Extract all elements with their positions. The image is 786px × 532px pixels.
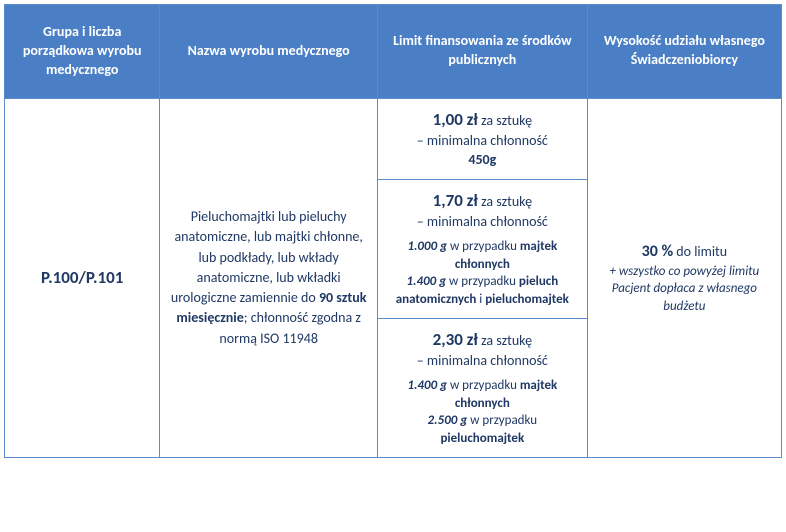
tier2-g2-prod2: pieluchomajtek <box>485 292 569 307</box>
tier1-cell: 1,00 zł za sztukę – minimalna chłonność … <box>377 98 587 180</box>
tier1-per: za sztukę <box>478 112 532 129</box>
header-col2: Nazwa wyrobu medycznego <box>160 5 378 99</box>
product-description: Pieluchomajtki lub pieluchy anatomiczne,… <box>171 208 367 347</box>
tier3-per: za sztukę <box>478 332 532 349</box>
share-pct-txt: do limitu <box>673 243 727 260</box>
tier1-gram: 450g <box>386 151 579 170</box>
header-col1: Grupa i liczba porządkowa wyrobu medyczn… <box>5 5 160 99</box>
tier3-g1-line: 1.400 g w przypadku majtek chłonnych <box>386 377 579 412</box>
tier3-price: 2,30 zł <box>433 329 478 350</box>
tier2-g2: 1.400 g <box>406 274 446 289</box>
tier2-price: 1,70 zł <box>433 190 478 211</box>
share-line: 30 % do limitu <box>596 241 773 263</box>
tier2-g2-line: 1.400 g w przypadku pieluch anatomicznyc… <box>386 273 579 308</box>
tier2-cell: 1,70 zł za sztukę – minimalna chłonność … <box>377 180 587 319</box>
tier3-price-line: 2,30 zł za sztukę <box>386 329 579 352</box>
tier1-price: 1,00 zł <box>433 109 478 130</box>
tier3-g2: 2.500 g <box>428 413 468 428</box>
tier3-g1-txt: w przypadku <box>447 378 520 393</box>
table-row: P.100/P.101 Pieluchomajtki lub pieluchy … <box>5 98 782 180</box>
share-cell: 30 % do limitu + wszystko co powyżej lim… <box>587 98 781 458</box>
tier2-g2-and: i <box>476 292 485 307</box>
tier2-g1: 1.000 g <box>407 239 447 254</box>
tier2-sub: – minimalna chłonność <box>386 213 579 232</box>
refund-table: Grupa i liczba porządkowa wyrobu medyczn… <box>4 4 782 458</box>
share-note: + wszystko co powyżej limitu Pacjent dop… <box>596 263 773 316</box>
product-code-cell: P.100/P.101 <box>5 98 160 458</box>
tier1-sub: – minimalna chłonność <box>386 132 579 151</box>
tier3-g2-line: 2.500 g w przypadku pieluchomajtek <box>386 412 579 447</box>
header-row: Grupa i liczba porządkowa wyrobu medyczn… <box>5 5 782 99</box>
header-col3: Limit finansowania ze środków publicznyc… <box>377 5 587 99</box>
tier1-price-line: 1,00 zł za sztukę <box>386 109 579 132</box>
tier2-g2-txt: w przypadku <box>446 274 519 289</box>
tier3-g2-txt: w przypadku <box>467 413 537 428</box>
tier3-g1: 1.400 g <box>407 378 447 393</box>
tier2-g1-txt: w przypadku <box>447 239 520 254</box>
tier2-g1-line: 1.000 g w przypadku majtek chłonnych <box>386 238 579 273</box>
product-code: P.100/P.101 <box>41 267 123 288</box>
tier2-per: za sztukę <box>478 193 532 210</box>
tier3-g2-prod: pieluchomajtek <box>440 431 524 446</box>
tier3-cell: 2,30 zł za sztukę – minimalna chłonność … <box>377 319 587 458</box>
share-pct: 30 % <box>642 242 674 261</box>
tier3-sub: – minimalna chłonność <box>386 352 579 371</box>
tier2-price-line: 1,70 zł za sztukę <box>386 190 579 213</box>
product-description-cell: Pieluchomajtki lub pieluchy anatomiczne,… <box>160 98 378 458</box>
header-col4: Wysokość udziału własnego Świadczeniobio… <box>587 5 781 99</box>
